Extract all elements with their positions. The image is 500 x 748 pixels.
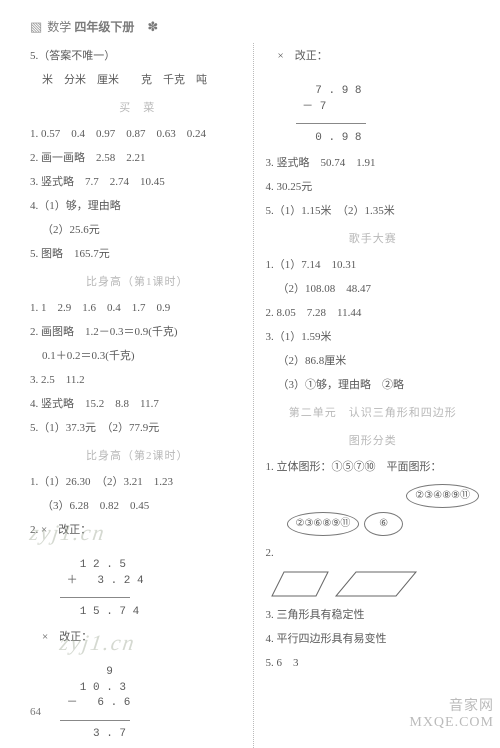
calc-row: 1 0 . 3: [60, 682, 126, 694]
calc-row: 7 . 9 8: [296, 85, 362, 97]
site-url: MXQE.COM: [409, 715, 494, 730]
decor-icon: ✽: [147, 19, 158, 35]
text-line: 5. 6 3: [266, 652, 481, 674]
text-line: 3. 三角形具有稳定性: [266, 604, 481, 626]
page-header: ▧ 数学 四年级下册 ✽: [0, 0, 500, 43]
oval-shape: ②③④⑧⑨⑪: [406, 484, 479, 508]
calc-row: 3 . 7: [60, 728, 126, 740]
vertical-calc: 9 1 0 . 3 － 6 . 6 3 . 7: [60, 650, 245, 742]
subject-badge: 数学: [47, 20, 71, 34]
section-title: 比身高（第2课时）: [30, 445, 245, 467]
site-watermark: 音家网 MXQE.COM: [409, 699, 494, 730]
text-line: 2. 画一画略 2.58 2.21: [30, 147, 245, 169]
text-line: （2）86.8厘米: [266, 350, 481, 372]
text-line: 2. 8.05 7.28 11.44: [266, 302, 481, 324]
text-line: 2.: [266, 542, 481, 564]
text-line: × 改正：: [30, 626, 245, 648]
text-line: 1.（1）7.14 10.31: [266, 254, 481, 276]
section-title: 图形分类: [266, 430, 481, 452]
text-line: （2）108.08 48.47: [266, 278, 481, 300]
text-line: 4.（1）够，理由略: [30, 195, 245, 217]
grade-title: 四年级下册: [74, 20, 134, 34]
calc-row: － 6 . 6: [60, 697, 130, 709]
calc-row: 1 2 . 5: [60, 559, 126, 571]
section-title: 第二单元 认识三角形和四边形: [266, 402, 481, 424]
text-line: 4. 平行四边形具有易变性: [266, 628, 481, 650]
text-line: （2）25.6元: [30, 219, 245, 241]
calc-row: 0 . 9 8: [296, 132, 362, 144]
text-line: 2. × 改正：: [30, 519, 245, 541]
text-line: 3. 2.5 11.2: [30, 369, 245, 391]
calc-rule: [60, 597, 130, 598]
section-title: 比身高（第1课时）: [30, 271, 245, 293]
page-number: 64: [30, 706, 41, 718]
text-line: 5. 图略 165.7元: [30, 243, 245, 265]
oval-shape: ⑥: [364, 512, 403, 536]
text-line: × 改正：: [266, 45, 481, 67]
oval-shape: ②③⑥⑧⑨⑪: [287, 512, 360, 536]
text-line: （3）6.28 0.82 0.45: [30, 495, 245, 517]
section-title: 歌手大赛: [266, 228, 481, 250]
quad-shapes: [266, 566, 481, 602]
oval-group: ②③④⑧⑨⑪ ②③⑥⑧⑨⑪ ⑥: [286, 482, 481, 538]
text-line: 4. 竖式略 15.2 8.8 11.7: [30, 393, 245, 415]
calc-row: ＋ 3 . 2 4: [60, 575, 144, 587]
text-line: 米 分米 厘米 克 千克 吨: [30, 69, 245, 91]
text-line: 1.（1）26.30 （2）3.21 1.23: [30, 471, 245, 493]
site-name: 音家网: [409, 699, 494, 714]
text-line: 5.（1）1.15米 （2）1.35米: [266, 200, 481, 222]
text-line: 1. 立体图形：①⑤⑦⑩ 平面图形：: [266, 456, 481, 478]
text-line: 1. 0.57 0.4 0.97 0.87 0.63 0.24: [30, 123, 245, 145]
content-columns: 5.（答案不唯一） 米 分米 厘米 克 千克 吨 买 菜 1. 0.57 0.4…: [0, 43, 500, 748]
text-line: 0.1＋0.2＝0.3(千克): [30, 345, 245, 367]
parallelogram-icon: [266, 566, 436, 602]
calc-row: 9: [60, 666, 113, 678]
text-line: 2. 画图略 1.2－0.3＝0.9(千克): [30, 321, 245, 343]
text-line: 5.（1）37.3元 （2）77.9元: [30, 417, 245, 439]
right-column: × 改正： 7 . 9 8 － 7 0 . 9 8 3. 竖式略 50.74 1…: [253, 43, 481, 748]
left-column: 5.（答案不唯一） 米 分米 厘米 克 千克 吨 买 菜 1. 0.57 0.4…: [30, 43, 253, 748]
text-line: 4. 30.25元: [266, 176, 481, 198]
calc-rule: [296, 123, 366, 124]
text-line: 3. 竖式略 7.7 2.74 10.45: [30, 171, 245, 193]
vertical-calc: 7 . 9 8 － 7 0 . 9 8: [296, 69, 481, 146]
calc-row: － 7: [296, 101, 327, 113]
calc-row: 1 5 . 7 4: [60, 606, 139, 618]
text-line: 1. 1 2.9 1.6 0.4 1.7 0.9: [30, 297, 245, 319]
text-line: 3.（1）1.59米: [266, 326, 481, 348]
section-title: 买 菜: [30, 97, 245, 119]
text-line: 3. 竖式略 50.74 1.91: [266, 152, 481, 174]
text-line: （3）①够，理由略 ②略: [266, 374, 481, 396]
text-line: 5.（答案不唯一）: [30, 45, 245, 67]
vertical-calc: 1 2 . 5 ＋ 3 . 2 4 1 5 . 7 4: [60, 543, 245, 620]
calc-rule: [60, 720, 130, 721]
book-icon: ▧: [30, 19, 42, 35]
